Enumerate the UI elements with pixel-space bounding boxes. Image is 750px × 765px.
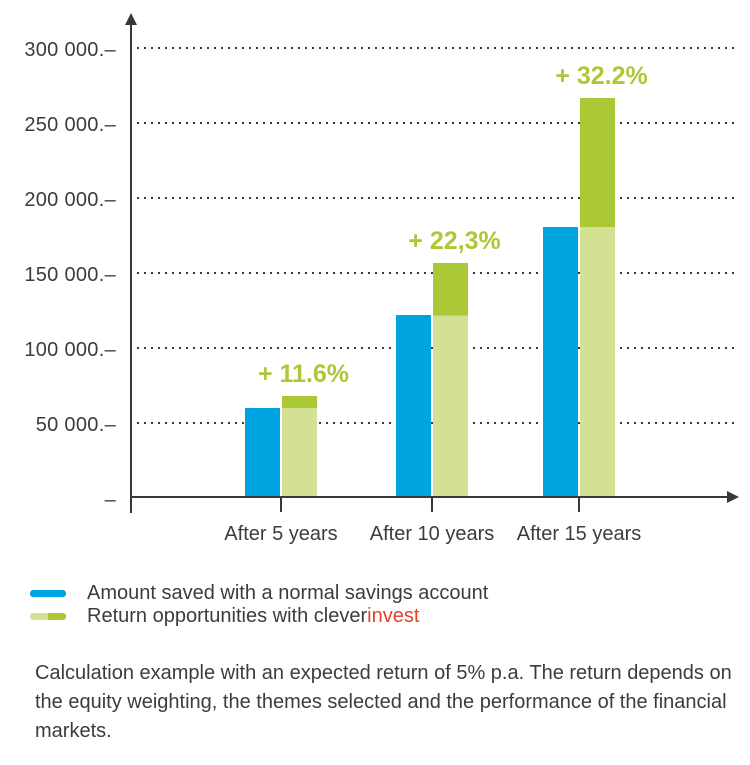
x-tick-after-5-years [280, 498, 282, 512]
annotation-after-10-years: + 22,3% [408, 226, 501, 255]
x-tick-after-15-years [578, 498, 580, 512]
y-axis-label-100000: 100 000.– [24, 339, 116, 361]
annotation-after-15-years: + 32.2% [555, 61, 648, 90]
bar-savings-after-15-years [543, 226, 578, 498]
legend: Amount saved with a normal savings accou… [30, 582, 488, 628]
footnote-line-2: the equity weighting, the themes selecte… [35, 691, 727, 713]
gridline-250000 [137, 122, 736, 124]
legend-label-accent-invest: invest [367, 605, 420, 627]
legend-label-prefix: Return opportunities with clever [87, 605, 368, 627]
bar-cleverinvest-after-15-years [580, 97, 615, 498]
bar-cleverinvest-after-5-years [282, 396, 317, 498]
legend-item-cleverinvest: Return opportunities with cleverinvest [30, 605, 488, 628]
y-axis-label-250000: 250 000.– [24, 114, 116, 136]
legend-label-cleverinvest: Return opportunities with cleverinvest [87, 605, 419, 628]
legend-label-savings: Amount saved with a normal savings accou… [87, 582, 489, 604]
legend-swatch-blue [30, 590, 66, 597]
x-axis-line [130, 496, 728, 498]
gridline-200000 [137, 197, 736, 199]
y-axis-label-0: – [104, 489, 116, 511]
bar-savings-after-10-years [396, 315, 431, 498]
footnote-line-1: Calculation example with an expected ret… [35, 662, 732, 684]
y-axis-line [130, 24, 132, 513]
y-axis-label-200000: 200 000.– [24, 189, 116, 211]
bar-savings-after-5-years [245, 408, 280, 498]
annotation-after-5-years: + 11.6% [257, 360, 350, 388]
x-axis-arrow-icon [727, 491, 739, 503]
x-tick-after-10-years [431, 498, 433, 512]
x-axis-label-after-15-years: After 15 years [516, 523, 642, 545]
legend-swatch-green [30, 613, 66, 620]
y-axis-label-50000: 50 000.– [35, 414, 116, 436]
y-axis-label-300000: 300 000.– [24, 39, 116, 61]
footnote: Calculation example with an expected ret… [35, 659, 735, 746]
x-axis-label-after-5-years: After 5 years [224, 523, 338, 545]
y-axis-arrow-icon [125, 13, 137, 25]
gridline-300000 [137, 47, 736, 49]
bar-cleverinvest-after-10-years [433, 262, 468, 498]
footnote-line-3: markets. [35, 720, 112, 742]
x-axis-label-after-10-years: After 10 years [369, 523, 495, 545]
legend-item-savings: Amount saved with a normal savings accou… [30, 582, 488, 605]
y-axis-label-150000: 150 000.– [24, 264, 116, 286]
